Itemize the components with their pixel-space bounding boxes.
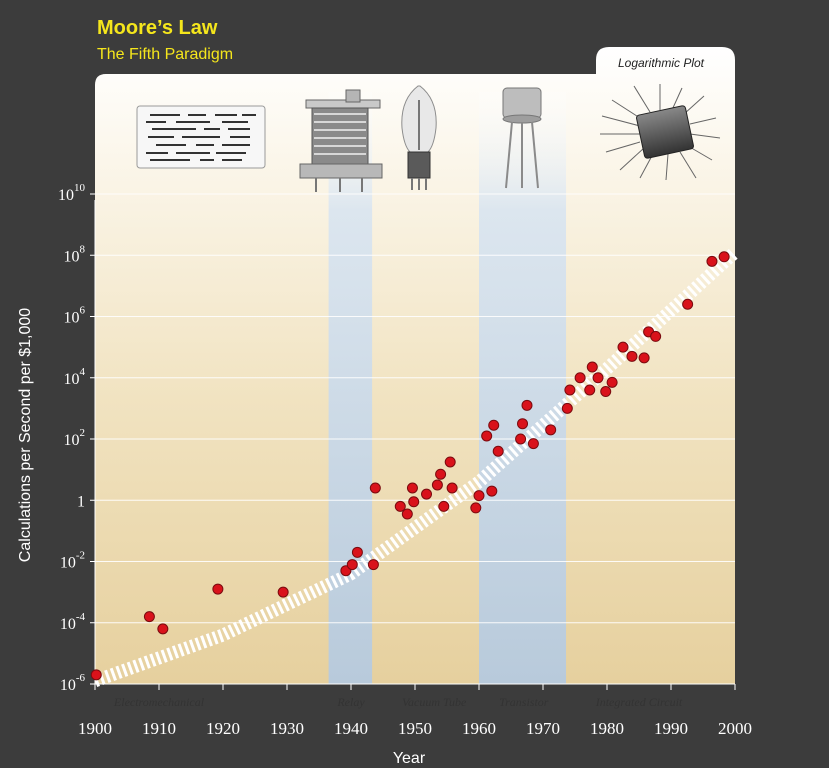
era-label: Relay bbox=[336, 695, 365, 709]
y-tick-label: 10-6 bbox=[60, 672, 86, 694]
x-tick-label: 1990 bbox=[654, 719, 688, 738]
data-point bbox=[574, 372, 586, 384]
vacuum-tube-icon bbox=[401, 85, 437, 190]
data-point bbox=[527, 438, 539, 450]
data-point bbox=[564, 384, 576, 396]
integrated-circuit-icon bbox=[600, 84, 721, 181]
data-point bbox=[277, 586, 289, 598]
data-point bbox=[157, 623, 169, 635]
era-label: Integrated Circuit bbox=[595, 695, 683, 709]
data-point bbox=[521, 399, 533, 411]
y-tick-label: 1 bbox=[77, 493, 85, 510]
data-point bbox=[561, 402, 573, 414]
data-point bbox=[351, 546, 363, 558]
y-axis-label: Calculations per Second per $1,000 bbox=[17, 308, 34, 562]
data-point bbox=[638, 352, 650, 364]
data-point bbox=[444, 456, 456, 468]
era-label: Transistor bbox=[499, 695, 549, 709]
era-band-1 bbox=[328, 92, 373, 684]
era-label: Electromechanical bbox=[113, 695, 205, 709]
chart-subtitle: The Fifth Paradigm bbox=[97, 46, 234, 63]
data-point bbox=[473, 490, 485, 502]
data-point bbox=[650, 330, 662, 342]
data-point bbox=[488, 419, 500, 431]
y-tick-label: 10-4 bbox=[60, 611, 86, 633]
data-point bbox=[600, 386, 612, 398]
data-point bbox=[421, 488, 433, 500]
data-point bbox=[406, 482, 418, 494]
era-label: Vacuum Tube bbox=[402, 695, 467, 709]
plot-panel bbox=[95, 47, 735, 684]
x-tick-label: 1960 bbox=[462, 719, 496, 738]
era-band-3 bbox=[479, 92, 567, 684]
data-point bbox=[592, 372, 604, 384]
data-point bbox=[586, 361, 598, 373]
x-tick-label: 1900 bbox=[78, 719, 112, 738]
trend-line bbox=[92, 247, 740, 688]
data-point bbox=[545, 424, 557, 436]
data-point bbox=[212, 583, 224, 595]
data-point bbox=[626, 350, 638, 362]
x-tick-label: 1970 bbox=[526, 719, 560, 738]
x-tick-label: 1950 bbox=[398, 719, 432, 738]
y-tick-label: 106 bbox=[64, 305, 86, 327]
data-point bbox=[682, 298, 694, 310]
data-point bbox=[346, 559, 358, 571]
x-tick-label: 1980 bbox=[590, 719, 624, 738]
y-tick-label: 10-2 bbox=[60, 550, 85, 572]
data-point bbox=[617, 341, 629, 353]
data-point bbox=[367, 559, 379, 571]
y-tick-label: 102 bbox=[64, 427, 86, 449]
y-tick-label: 108 bbox=[64, 243, 86, 265]
data-point bbox=[435, 468, 447, 480]
chart-title: Moore’s Law bbox=[97, 17, 218, 39]
data-point bbox=[394, 500, 406, 512]
transistor-icon bbox=[502, 87, 542, 189]
x-tick-label: 1920 bbox=[206, 719, 240, 738]
x-axis-label: Year bbox=[393, 750, 426, 767]
data-point bbox=[492, 445, 504, 457]
relay-icon bbox=[299, 89, 383, 192]
data-point bbox=[431, 479, 443, 491]
data-point bbox=[517, 418, 529, 430]
data-point bbox=[369, 482, 381, 494]
y-tick-label: 104 bbox=[64, 366, 86, 388]
data-point bbox=[584, 384, 596, 396]
data-point bbox=[470, 502, 482, 514]
data-point bbox=[718, 251, 730, 263]
data-point bbox=[401, 508, 413, 520]
data-point bbox=[515, 433, 527, 445]
data-point bbox=[143, 611, 155, 623]
data-point bbox=[486, 485, 498, 497]
data-point bbox=[706, 255, 718, 267]
x-tick-label: 1910 bbox=[142, 719, 176, 738]
data-point bbox=[438, 500, 450, 512]
x-tick-label: 1930 bbox=[270, 719, 304, 738]
data-point bbox=[408, 496, 420, 508]
data-point bbox=[481, 430, 493, 442]
x-tick-label: 2000 bbox=[718, 719, 752, 738]
data-point bbox=[606, 376, 618, 388]
punch-card-icon bbox=[136, 105, 266, 169]
data-point bbox=[446, 482, 458, 494]
data-point bbox=[90, 669, 102, 681]
y-tick-label: 1010 bbox=[58, 182, 86, 204]
logarithmic-plot-badge: Logarithmic Plot bbox=[618, 56, 705, 70]
x-tick-label: 1940 bbox=[334, 719, 368, 738]
